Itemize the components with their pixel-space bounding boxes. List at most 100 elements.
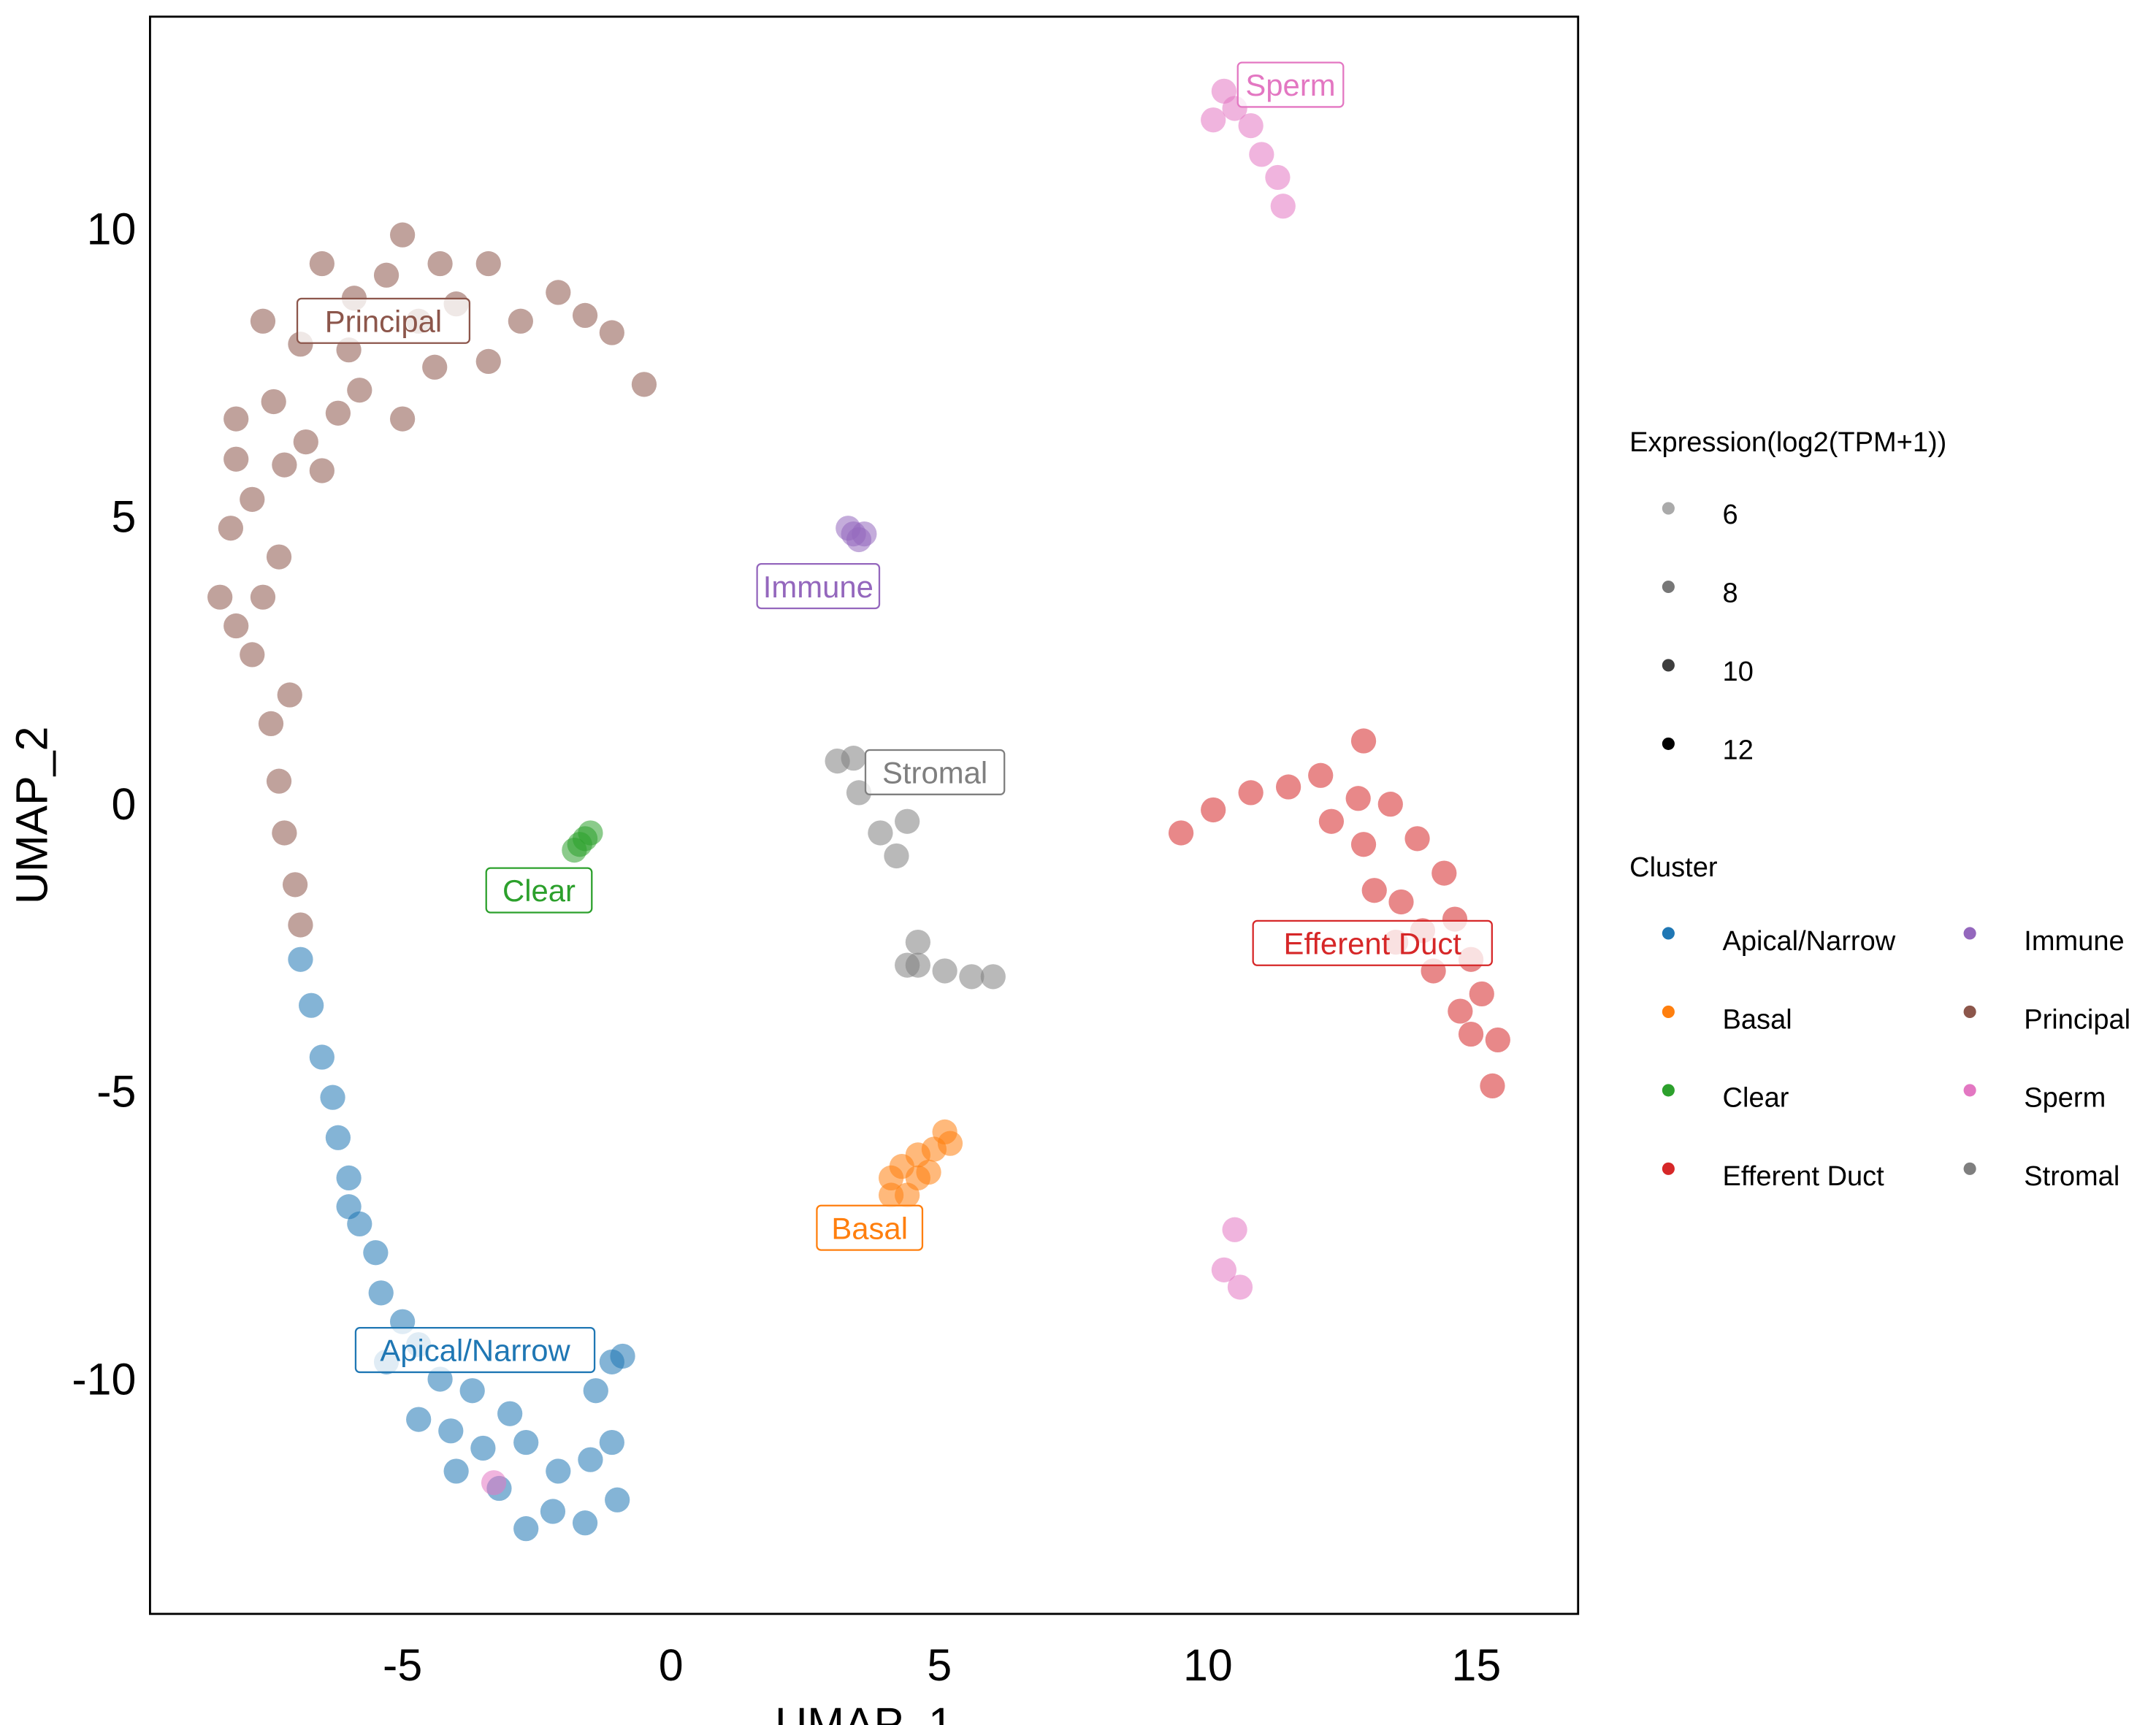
point-principal (240, 486, 265, 512)
color-legend-label: Principal (2024, 1004, 2130, 1035)
point-principal (631, 372, 657, 397)
cluster-label: Apical/Narrow (380, 1334, 570, 1368)
point-principal (258, 711, 284, 737)
point-sperm (481, 1470, 507, 1496)
point-principal (277, 682, 302, 708)
point-efferent-duct (1350, 728, 1377, 754)
x-tick-label: 10 (1183, 1640, 1233, 1690)
point-efferent-duct (1308, 762, 1334, 788)
color-legend-label: Clear (1723, 1083, 1789, 1114)
point-apical-narrow (325, 1125, 351, 1150)
point-stromal (825, 748, 850, 774)
point-efferent-duct (1388, 889, 1414, 915)
point-efferent-duct (1201, 797, 1226, 823)
point-apical-narrow (583, 1378, 608, 1404)
cluster-label-box (1236, 61, 1345, 108)
plot-panel (148, 15, 1580, 1615)
point-sperm (1222, 1217, 1247, 1242)
point-apical-narrow (443, 1458, 469, 1484)
point-efferent-duct (1485, 1027, 1510, 1053)
color-legend-label: Apical/Narrow (1723, 926, 1896, 957)
color-legend-label: Immune (2024, 926, 2124, 957)
point-apical-narrow (572, 1510, 598, 1536)
y-tick-label: 10 (87, 204, 137, 254)
x-axis-label: UMAP_1 (775, 1699, 953, 1725)
point-efferent-duct (1275, 774, 1301, 800)
cluster-label: Clear (502, 873, 576, 908)
point-efferent-duct (1168, 820, 1194, 846)
point-principal (572, 302, 598, 329)
point-apical-narrow (336, 1194, 362, 1220)
cluster-label-box (296, 297, 471, 344)
x-tick-label: 5 (927, 1640, 952, 1690)
point-efferent-duct (1448, 998, 1473, 1024)
point-basal (895, 1182, 920, 1208)
point-apical-narrow (299, 992, 324, 1018)
point-principal (282, 872, 308, 898)
cluster-label-box (756, 562, 881, 610)
point-efferent-duct (1480, 1073, 1505, 1099)
cluster-label: Immune (763, 570, 874, 604)
point-apical-narrow (513, 1429, 539, 1456)
point-apical-narrow (599, 1429, 624, 1456)
point-apical-narrow (470, 1435, 496, 1461)
size-legend-key (1662, 737, 1675, 750)
point-apical-narrow (610, 1343, 635, 1369)
point-efferent-duct (1431, 860, 1457, 886)
point-sperm (1265, 164, 1291, 191)
cluster-label-box (864, 749, 1006, 795)
point-principal (207, 584, 233, 610)
point-principal (250, 308, 276, 334)
size-legend-key (1662, 659, 1675, 672)
point-efferent-duct (1238, 780, 1264, 806)
x-tick-label: 0 (659, 1640, 684, 1690)
color-legend-key (1963, 1005, 1976, 1018)
y-tick-label: 5 (112, 492, 137, 541)
point-stromal (895, 952, 920, 978)
point-principal (218, 516, 243, 541)
color-legend-key (1662, 1005, 1675, 1018)
point-principal (250, 584, 276, 610)
point-sperm (1211, 1257, 1237, 1282)
point-principal (272, 452, 297, 478)
color-legend-label: Stromal (2024, 1161, 2119, 1192)
point-principal (427, 250, 453, 277)
color-legend-key (1662, 927, 1675, 940)
point-sperm (1201, 107, 1226, 133)
point-principal (475, 250, 501, 277)
point-principal (475, 348, 501, 374)
point-efferent-duct (1377, 792, 1403, 817)
point-stromal (980, 964, 1006, 990)
point-sperm (1270, 194, 1296, 219)
y-tick-label: -5 (96, 1067, 136, 1117)
y-tick-label: -10 (72, 1354, 136, 1404)
color-legend-title: Cluster (1629, 852, 1718, 883)
point-sperm (1238, 112, 1264, 139)
point-apical-narrow (336, 1165, 362, 1191)
x-axis-ticks: -5 0 5 10 15 (383, 1640, 1501, 1690)
point-principal (325, 400, 351, 426)
point-principal (261, 389, 286, 415)
point-stromal (905, 929, 930, 955)
point-apical-narrow (363, 1240, 389, 1266)
cluster-label: Principal (325, 305, 442, 339)
point-sperm (1227, 1274, 1253, 1300)
point-principal (293, 429, 318, 455)
color-legend-key (1963, 1084, 1976, 1097)
point-apical-narrow (605, 1487, 630, 1512)
point-immune (852, 521, 877, 547)
point-stromal (868, 820, 893, 846)
point-apical-narrow (309, 1044, 335, 1070)
color-legend-label: Efferent Duct (1723, 1161, 1885, 1192)
color-legend-key (1963, 1162, 1976, 1175)
x-tick-label: -5 (383, 1640, 422, 1690)
size-legend-key (1662, 502, 1675, 515)
point-apical-narrow (540, 1499, 566, 1524)
point-stromal (932, 958, 957, 984)
point-principal (422, 354, 448, 380)
point-apical-narrow (546, 1458, 571, 1484)
cluster-label-box (354, 1326, 596, 1374)
size-legend-label: 6 (1723, 500, 1738, 530)
point-apical-narrow (438, 1418, 464, 1444)
point-principal (266, 768, 292, 794)
